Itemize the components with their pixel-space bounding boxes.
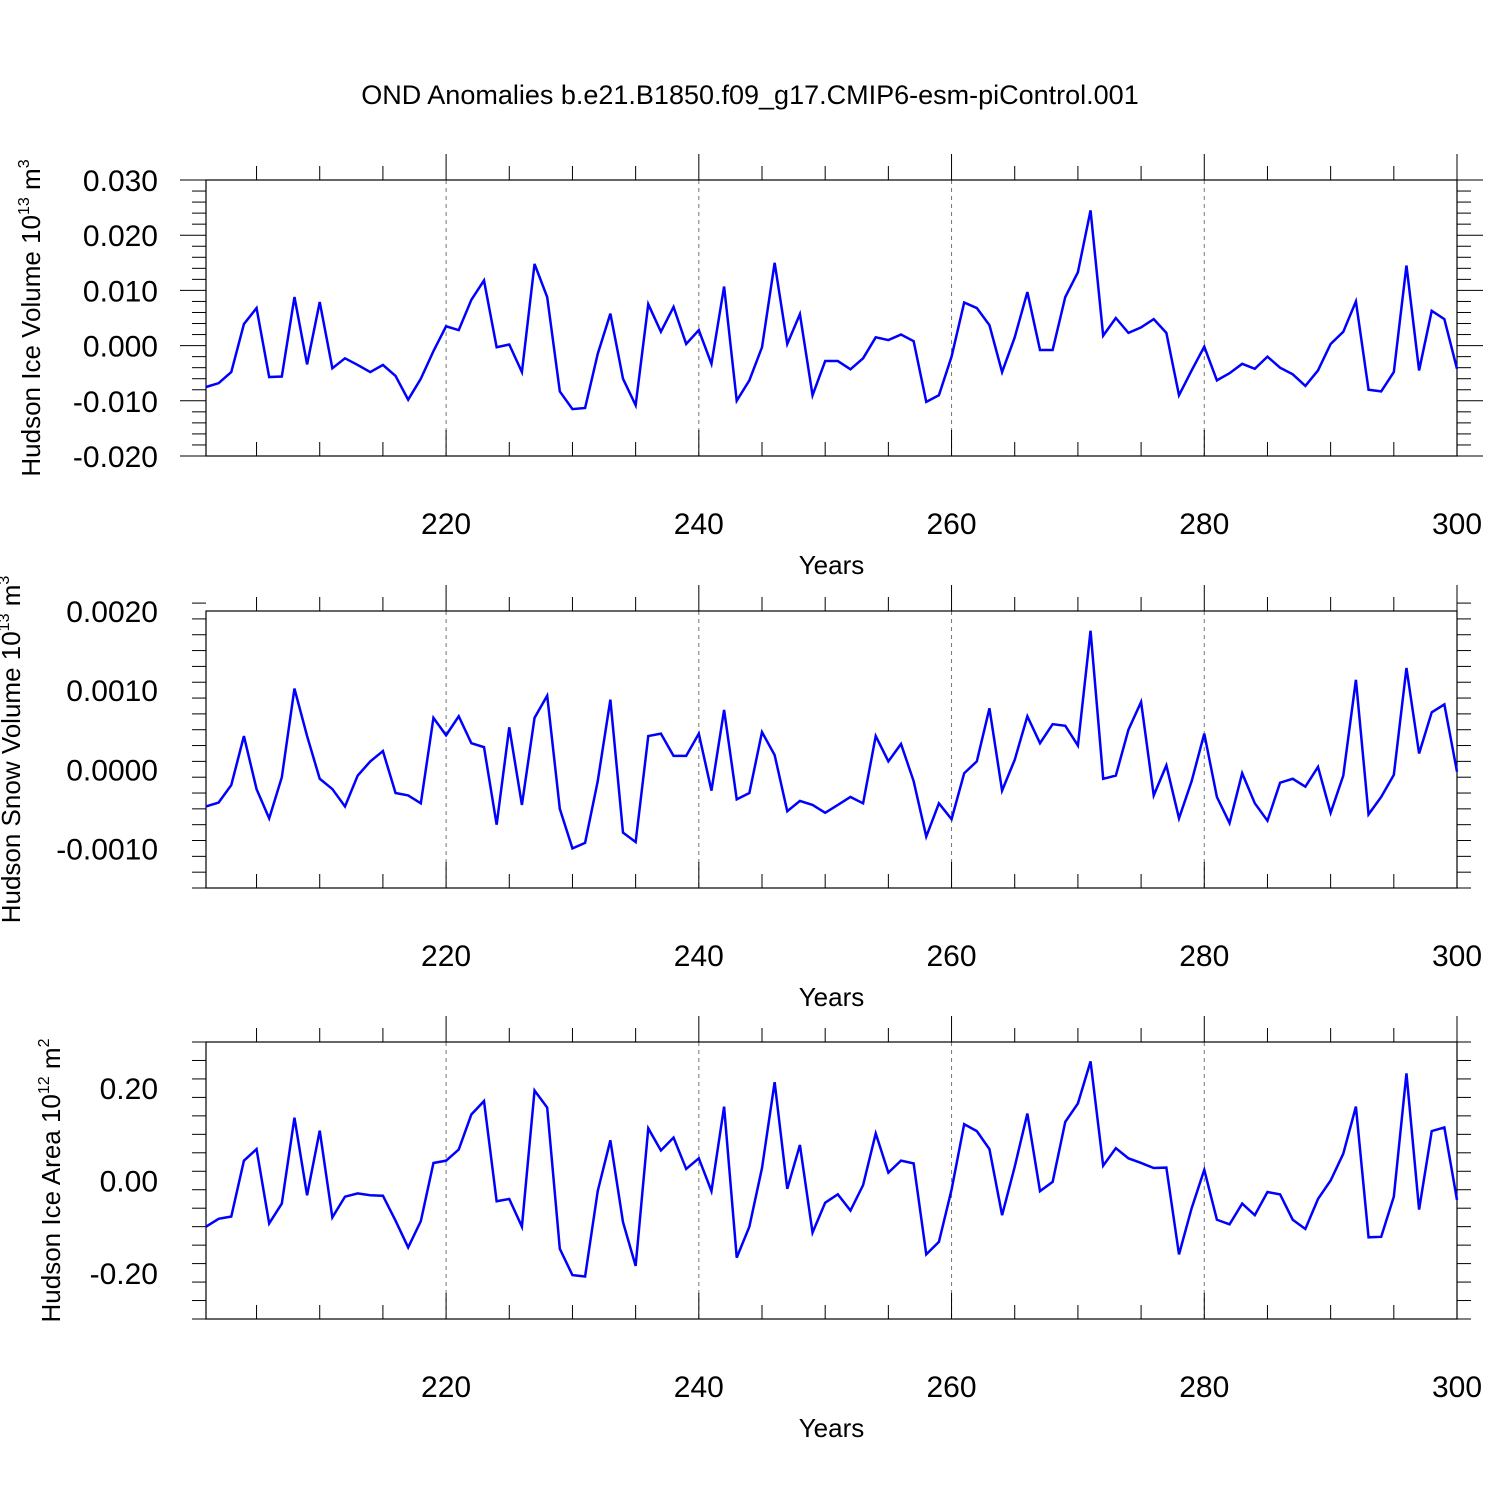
x-tick-label: 300: [1432, 1371, 1482, 1404]
y-tick-label: 0.20: [100, 1073, 158, 1106]
x-axis-label: Years: [799, 1413, 865, 1443]
x-tick-label: 260: [927, 508, 977, 541]
x-tick-label: 240: [674, 940, 724, 973]
panel-3: -0.20 0.00 0.20 220 240 260 280 300 Years Hudson …: [36, 1016, 1482, 1443]
y-tick-label: 0.010: [83, 275, 158, 308]
x-axis-label: Years: [799, 982, 865, 1012]
x-tick-label: 220: [421, 940, 471, 973]
panel-1: -0.020 -0.010 0.000 0.010 0.020 0.030 220 240 26…: [16, 154, 1483, 580]
y-tick-label: 0.020: [83, 220, 158, 253]
x-tick-label: 280: [1179, 508, 1229, 541]
x-tick-label: 240: [674, 508, 724, 541]
series-line: [205, 210, 1459, 411]
x-tick-label: 260: [927, 940, 977, 973]
y-tick-label: 0.00: [100, 1166, 158, 1199]
x-tick-label: 280: [1179, 940, 1229, 973]
panel-2: -0.0010 0.0000 0.0010 0.0020 220 240 260 280 300…: [0, 576, 1482, 1012]
plot-frame: [205, 610, 1458, 889]
x-tick-label: 260: [927, 1371, 977, 1404]
y-axis-label: Hudson Ice Volume 1013 m3: [16, 159, 46, 476]
y-tick-label: -0.0010: [56, 833, 158, 866]
chart-title: OND Anomalies b.e21.B1850.f09_g17.CMIP6-…: [361, 80, 1139, 110]
x-tick-label: 280: [1179, 1371, 1229, 1404]
y-tick-label: -0.20: [90, 1258, 158, 1291]
y-tick-label: 0.0010: [66, 675, 158, 708]
y-tick-label: 0.030: [83, 165, 158, 198]
y-tick-label: 0.0020: [66, 596, 158, 629]
series-line: [205, 1061, 1459, 1278]
y-tick-label: -0.010: [73, 386, 158, 419]
plot-frame: [205, 1041, 1458, 1320]
y-tick-label: 0.000: [83, 331, 158, 364]
x-tick-label: 300: [1432, 508, 1482, 541]
plot-frame: [205, 179, 1458, 457]
x-tick-label: 300: [1432, 940, 1482, 973]
y-tick-label: 0.0000: [66, 754, 158, 787]
y-axis-label: Hudson Snow Volume 1013 m3: [0, 576, 26, 924]
x-tick-label: 220: [421, 508, 471, 541]
x-tick-label: 220: [421, 1371, 471, 1404]
y-axis-label: Hudson Ice Area 1012 m2: [36, 1038, 66, 1322]
x-tick-label: 240: [674, 1371, 724, 1404]
y-tick-label: -0.020: [73, 441, 158, 474]
x-axis-label: Years: [799, 550, 865, 580]
series-line: [205, 630, 1459, 851]
